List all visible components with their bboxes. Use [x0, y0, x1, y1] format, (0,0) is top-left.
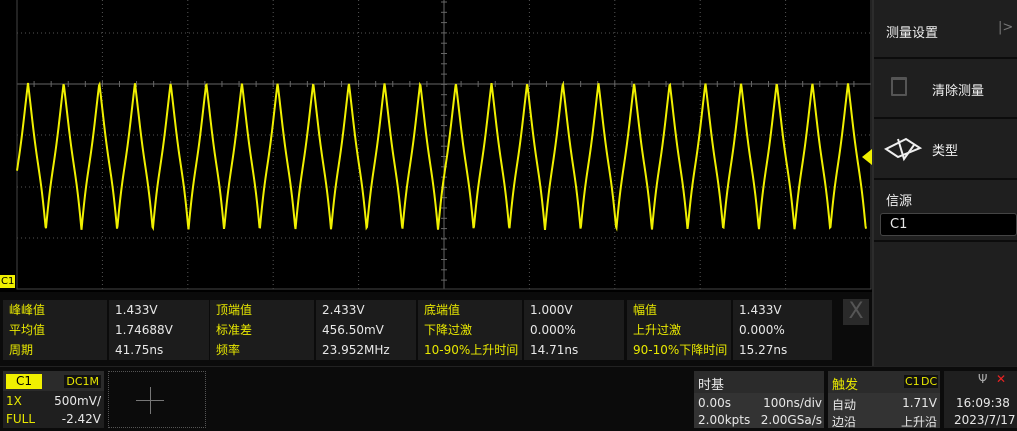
clock-date: 2023/7/17	[954, 413, 1016, 427]
clear-measure-button[interactable]: 清除测量	[874, 59, 1017, 119]
memory-depth: 2.00kpts	[698, 413, 751, 427]
measurement-label: 幅值	[627, 300, 731, 320]
measurement-label: 周期	[3, 340, 107, 360]
waveform-graph	[16, 0, 872, 290]
measurement-row: 峰峰值 1.433V 顶端值 2.433V 底端值 1.000V 幅值 1.433V	[3, 300, 835, 320]
measurement-label: 峰峰值	[3, 300, 107, 320]
trigger-type: 边沿	[832, 415, 857, 429]
measurement-label: 平均值	[3, 320, 107, 340]
close-measure-button[interactable]: X	[843, 299, 869, 325]
source-label: 信源	[886, 194, 913, 209]
measurement-value: 41.75ns	[109, 340, 209, 360]
status-bar: C1 DC1M 1X 500mV/ FULL -2.42V 时基 0.00s 1…	[0, 366, 1017, 431]
channel-scale: 500mV/	[54, 394, 101, 408]
measurement-value: 15.27ns	[733, 340, 832, 360]
channel-badge: C1	[6, 374, 42, 389]
source-select[interactable]: C1	[880, 213, 1017, 236]
measurement-label: 底端值	[418, 300, 522, 320]
timebase-scale: 100ns/div	[763, 396, 822, 410]
channel-probe: 1X	[6, 394, 22, 408]
trigger-mode: 自动	[832, 398, 857, 412]
measure-menu: 测量设置 |> 清除测量 类型 信源 C1	[872, 0, 1017, 366]
timebase-info[interactable]: 时基 0.00s 100ns/div 2.00kpts 2.00GSa/s	[694, 371, 824, 428]
clear-measure-label: 清除测量	[932, 84, 985, 99]
type-button[interactable]: 类型	[874, 119, 1017, 180]
trigger-title: 触发	[832, 378, 859, 393]
channel-offset: -2.42V	[61, 412, 101, 426]
channel-bandwidth: FULL	[6, 412, 36, 426]
measurement-label: 标准差	[210, 320, 314, 340]
type-label: 类型	[932, 144, 959, 159]
measurement-value: 0.000%	[524, 320, 624, 340]
clock-time: 16:09:38	[956, 396, 1010, 410]
measure-type-icon	[884, 137, 923, 162]
channel-1-trace	[16, 80, 867, 232]
sample-rate: 2.00GSa/s	[760, 413, 822, 427]
collapse-icon[interactable]: |>	[998, 20, 1014, 35]
usb-icon: Ψ	[978, 372, 988, 386]
measurement-value: 23.952MHz	[316, 340, 416, 360]
measurement-value: 2.433V	[316, 300, 416, 320]
measurement-value: 1.74688V	[109, 320, 209, 340]
trash-icon	[891, 77, 907, 96]
trigger-info[interactable]: 触发 C1 DC 自动 1.71V 边沿 上升沿	[828, 371, 940, 429]
measurement-label: 10-90%上升时间	[418, 340, 522, 360]
add-channel-button[interactable]	[108, 371, 206, 428]
measurement-row: 平均值 1.74688V 标准差 456.50mV 下降过激 0.000% 上升过激 0.00…	[3, 320, 835, 340]
measurement-value: 1.000V	[524, 300, 624, 320]
measurement-label: 下降过激	[418, 320, 522, 340]
channel-info[interactable]: C1 DC1M 1X 500mV/ FULL -2.42V	[3, 371, 104, 428]
waveform-display[interactable]: C1	[0, 0, 872, 292]
trigger-level: 1.71V	[902, 396, 937, 410]
measurement-value: 456.50mV	[316, 320, 416, 340]
grid-border	[16, 0, 872, 290]
measurement-value: 1.433V	[109, 300, 209, 320]
system-status: Ψ ✕ 16:09:38 2023/7/17	[944, 371, 1017, 428]
measurement-label: 顶端值	[210, 300, 314, 320]
trigger-slope: 上升沿	[900, 415, 937, 429]
measurement-value: 0.000%	[733, 320, 832, 340]
timebase-delay: 0.00s	[698, 396, 731, 410]
measurement-value: 14.71ns	[524, 340, 624, 360]
channel-coupling: DC1M	[64, 375, 101, 388]
source-section: 信源 C1	[874, 180, 1017, 242]
timebase-title: 时基	[698, 378, 725, 393]
measurement-table: 峰峰值 1.433V 顶端值 2.433V 底端值 1.000V 幅值 1.433V 平均值 1.…	[0, 297, 836, 362]
measurement-label: 频率	[210, 340, 314, 360]
trigger-coupling: DC	[920, 375, 939, 388]
measurement-row: 周期 41.75ns 频率 23.952MHz 10-90%上升时间 14.71ns 90-…	[3, 340, 835, 360]
channel-marker[interactable]: C1	[0, 275, 16, 288]
network-disconnected-icon: ✕	[996, 372, 1007, 386]
menu-title: 测量设置	[886, 26, 939, 41]
measurement-label: 90-10%下降时间	[627, 340, 731, 360]
measurement-value: 1.433V	[733, 300, 832, 320]
trigger-level-marker[interactable]	[862, 149, 872, 165]
menu-header[interactable]: 测量设置 |>	[874, 0, 1017, 59]
measurement-label: 上升过激	[627, 320, 731, 340]
trigger-source: C1	[904, 375, 921, 388]
